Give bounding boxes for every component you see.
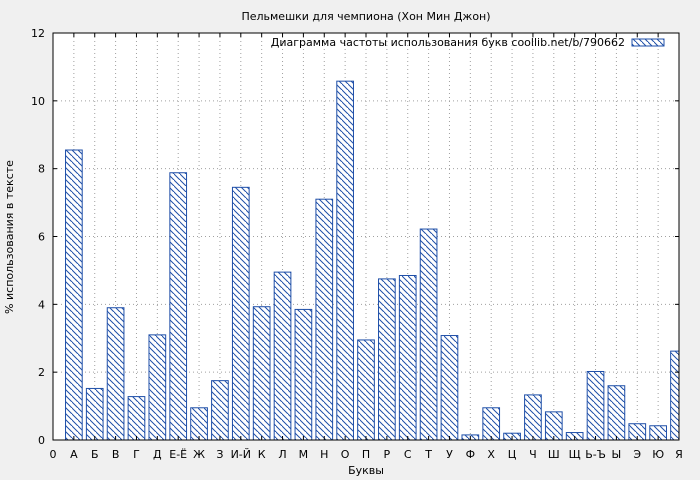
bar-Ь-Ъ bbox=[586, 370, 605, 441]
bar-К bbox=[252, 306, 271, 441]
y-tick-label: 10 bbox=[31, 95, 45, 108]
bar-Ж bbox=[190, 407, 208, 441]
bar-Ч bbox=[524, 394, 542, 441]
bar-Р bbox=[378, 278, 396, 441]
x-tick-label: П bbox=[362, 448, 370, 461]
x-tick-label: Г bbox=[133, 448, 140, 461]
bar-В bbox=[106, 307, 125, 441]
x-tick-label: С bbox=[404, 448, 412, 461]
bar-Е-Ё bbox=[169, 172, 188, 441]
x-tick-label: 0 bbox=[50, 448, 57, 461]
bar-Ы bbox=[607, 385, 626, 441]
y-tick-label: 2 bbox=[38, 366, 45, 379]
bar-Ш bbox=[544, 411, 563, 441]
x-tick-label: Л bbox=[278, 448, 286, 461]
bar-О bbox=[336, 80, 354, 441]
x-tick-label: Н bbox=[320, 448, 328, 461]
x-tick-label: Щ bbox=[569, 448, 581, 461]
bar-А bbox=[65, 149, 83, 441]
x-tick-label: Д bbox=[153, 448, 162, 461]
bar-И-Й bbox=[231, 186, 250, 441]
x-tick-label: У bbox=[446, 448, 453, 461]
x-tick-label: Я bbox=[675, 448, 683, 461]
x-tick-label: Ф bbox=[466, 448, 475, 461]
bar-Х bbox=[482, 407, 501, 441]
legend-label: Диаграмма частоты использования букв coo… bbox=[271, 36, 625, 49]
chart-title: Пельмешки для чемпиона (Хон Мин Джон) bbox=[241, 10, 490, 23]
bars bbox=[65, 80, 680, 441]
bar-Т bbox=[419, 228, 438, 441]
x-tick-label: Т bbox=[424, 448, 432, 461]
x-tick-label: Ц bbox=[508, 448, 517, 461]
x-tick-label: М bbox=[299, 448, 309, 461]
x-tick-label: Х bbox=[487, 448, 495, 461]
bar-У bbox=[440, 335, 459, 441]
bar-М bbox=[294, 308, 313, 441]
bar-Д bbox=[148, 334, 167, 441]
legend-swatch bbox=[631, 38, 665, 47]
x-tick-label: Ы bbox=[612, 448, 622, 461]
y-axis-label: % использования в тексте bbox=[3, 160, 16, 314]
bar-Н bbox=[315, 198, 334, 441]
x-tick-label: Б bbox=[91, 448, 99, 461]
x-tick-label: О bbox=[341, 448, 350, 461]
y-tick-label: 4 bbox=[38, 298, 45, 311]
bar-З bbox=[211, 380, 229, 441]
x-tick-label: Ю bbox=[652, 448, 664, 461]
bar-Г bbox=[127, 396, 146, 441]
x-tick-label: Ш bbox=[548, 448, 560, 461]
x-tick-label: З bbox=[216, 448, 223, 461]
y-tick-label: 8 bbox=[38, 163, 45, 176]
x-tick-label: И-Й bbox=[231, 448, 251, 461]
bar-Л bbox=[273, 271, 292, 441]
bar-Б bbox=[85, 387, 104, 441]
x-tick-label: В bbox=[112, 448, 120, 461]
bar-Я bbox=[670, 350, 680, 441]
x-tick-label: Ь-Ъ bbox=[585, 448, 606, 461]
bar-П bbox=[357, 339, 375, 441]
x-axis-label: Буквы bbox=[348, 464, 384, 477]
y-tick-label: 12 bbox=[31, 27, 45, 40]
x-tick-label: Э bbox=[633, 448, 641, 461]
y-tick-label: 6 bbox=[38, 231, 45, 244]
x-tick-label: Е-Ё bbox=[169, 448, 187, 461]
y-tick-label: 0 bbox=[38, 434, 45, 447]
x-tick-label: К bbox=[258, 448, 266, 461]
x-tick-label: Ч bbox=[529, 448, 537, 461]
bar-С bbox=[398, 275, 417, 441]
x-tick-label: А bbox=[70, 448, 78, 461]
x-tick-label: Р bbox=[384, 448, 391, 461]
x-tick-label: Ж bbox=[193, 448, 205, 461]
